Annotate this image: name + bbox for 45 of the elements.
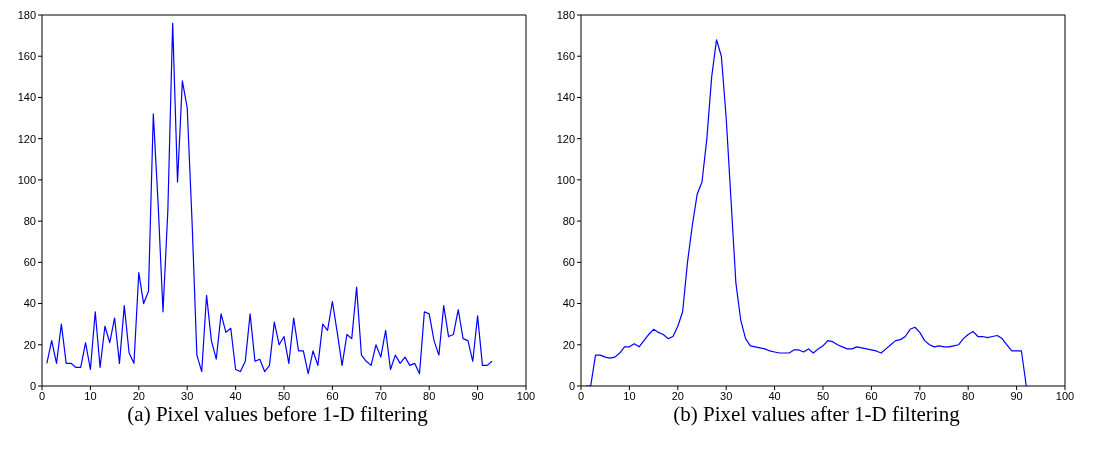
x-tick-label: 60 bbox=[326, 389, 339, 402]
y-tick-label: 20 bbox=[562, 338, 575, 351]
y-tick-label: 140 bbox=[17, 91, 36, 104]
y-tick-label: 20 bbox=[23, 338, 36, 351]
y-tick-label: 80 bbox=[23, 215, 36, 228]
x-tick-label: 50 bbox=[277, 389, 291, 402]
x-tick-label: 0 bbox=[38, 389, 46, 402]
y-tick-label: 60 bbox=[23, 256, 36, 269]
x-tick-label: 40 bbox=[229, 389, 242, 402]
y-tick-label: 40 bbox=[562, 297, 575, 310]
x-tick-label: 10 bbox=[623, 389, 636, 402]
x-tick-label: 0 bbox=[577, 389, 585, 402]
x-tick-label: 60 bbox=[865, 389, 878, 402]
text: (b) Pixel values after 1-D filtering bbox=[672, 402, 961, 427]
y-tick-label: 140 bbox=[556, 91, 575, 104]
y-tick-label: 40 bbox=[23, 297, 36, 310]
x-tick-label: 30 bbox=[181, 389, 194, 402]
x-tick-label: 100 bbox=[516, 389, 536, 402]
y-tick-label: 160 bbox=[556, 50, 575, 63]
x-tick-label: 10 bbox=[84, 389, 97, 402]
text: (a) Pixel values before 1-D filtering bbox=[126, 402, 429, 427]
x-tick-label: 80 bbox=[423, 389, 436, 402]
y-tick-label: 100 bbox=[17, 173, 36, 186]
x-tick-label: 80 bbox=[962, 389, 975, 402]
x-tick-label: 70 bbox=[913, 389, 926, 402]
y-tick-label: 160 bbox=[17, 50, 36, 63]
x-tick-label: 90 bbox=[1010, 389, 1023, 402]
x-tick-label: 50 bbox=[816, 389, 830, 402]
x-tick-label: 20 bbox=[132, 389, 145, 402]
x-tick-label: 100 bbox=[1055, 389, 1075, 402]
y-tick-label: 100 bbox=[556, 173, 575, 186]
y-tick-label: 120 bbox=[17, 132, 36, 145]
y-tick-label: 80 bbox=[562, 215, 575, 228]
x-tick-label: 40 bbox=[768, 389, 781, 402]
y-tick-label: 120 bbox=[556, 132, 575, 145]
line-series bbox=[46, 22, 493, 375]
y-tick-label: 0 bbox=[568, 379, 575, 392]
y-tick-label: 0 bbox=[29, 379, 36, 392]
y-tick-label: 180 bbox=[556, 8, 575, 21]
y-tick-label: 60 bbox=[562, 256, 575, 269]
x-tick-label: 30 bbox=[720, 389, 733, 402]
y-tick-label: 180 bbox=[17, 8, 36, 21]
x-tick-label: 90 bbox=[471, 389, 484, 402]
x-tick-label: 70 bbox=[374, 389, 387, 402]
x-tick-label: 20 bbox=[671, 389, 684, 402]
